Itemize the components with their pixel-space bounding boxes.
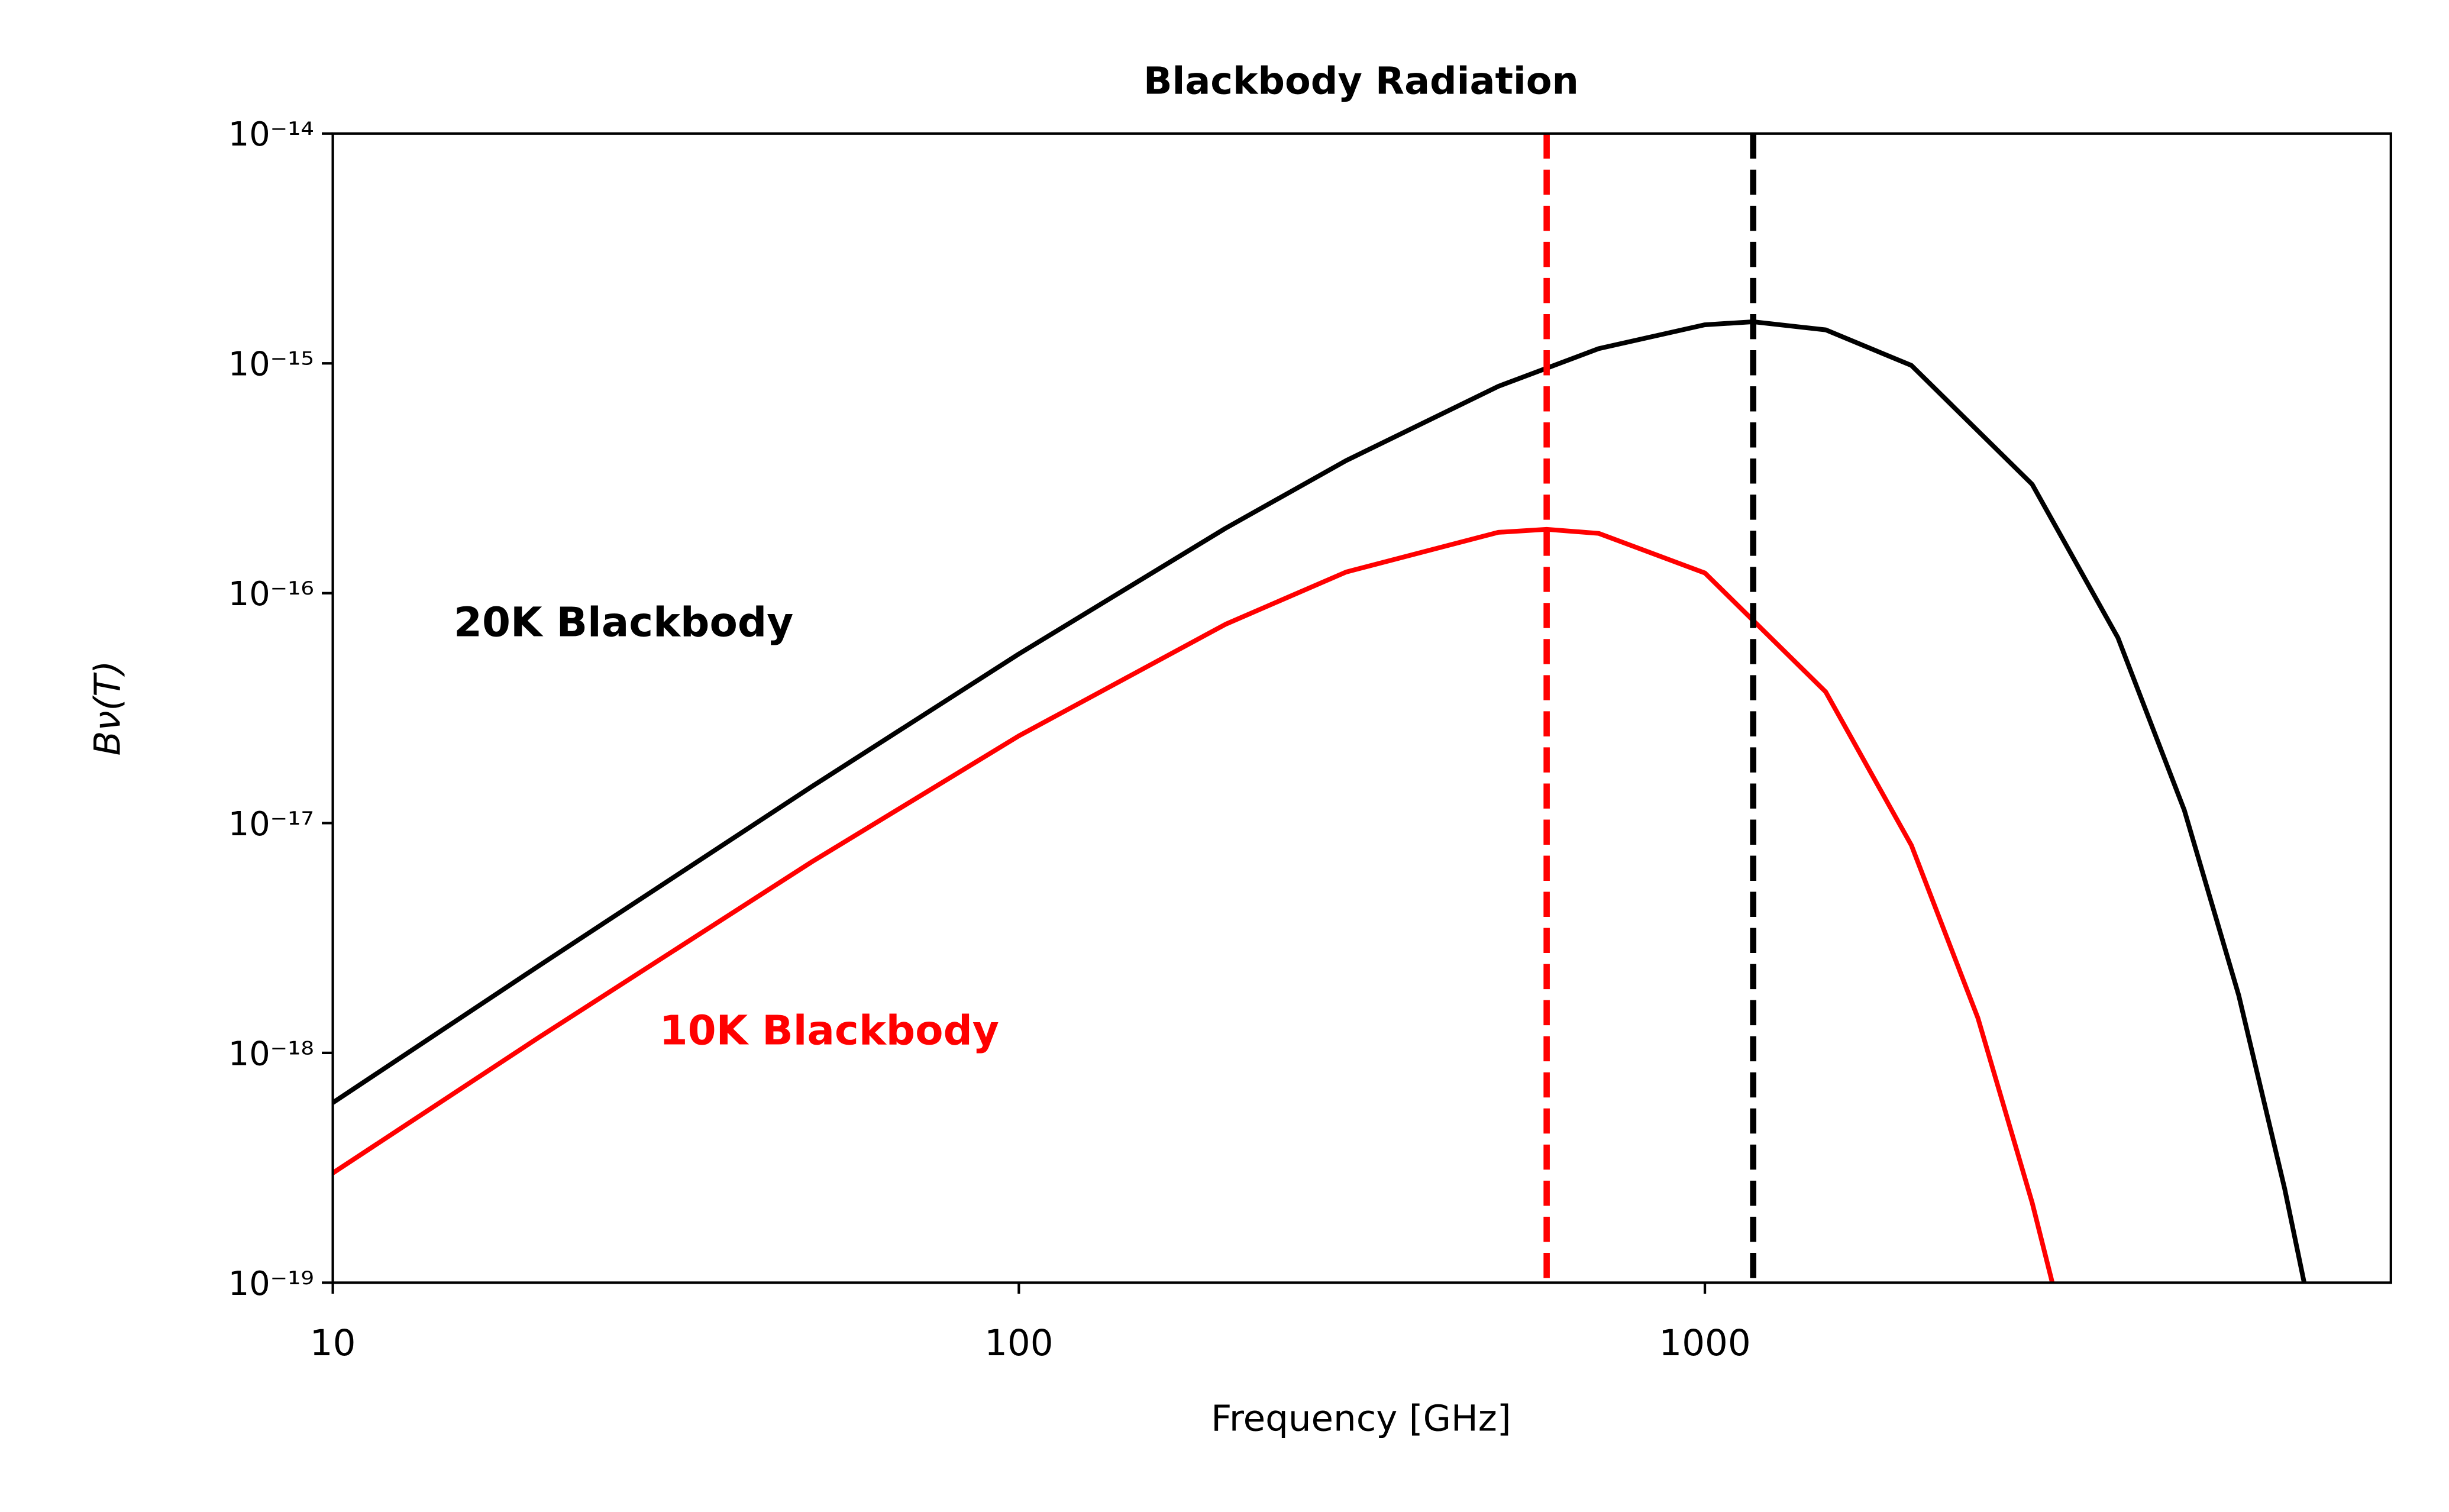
- axes-frame: [331, 132, 2392, 1284]
- series-line: [332, 526, 2055, 1283]
- x-tick-label: 10: [310, 1322, 356, 1364]
- y-tick-label: 10⁻¹⁵: [228, 345, 314, 384]
- y-axis-label: Bν(T): [86, 661, 128, 756]
- y-tick-label: 10⁻¹⁴: [228, 115, 314, 154]
- x-tick-label: 100: [984, 1322, 1053, 1364]
- chart-title: Blackbody Radiation: [1143, 59, 1579, 103]
- y-tick-label: 10⁻¹⁹: [228, 1265, 314, 1303]
- series-line: [332, 319, 2307, 1283]
- x-axis-label: Frequency [GHz]: [1211, 1397, 1511, 1439]
- y-tick-label: 10⁻¹⁷: [228, 805, 314, 844]
- x-tick-label: 1000: [1659, 1322, 1750, 1364]
- plot-area: [332, 133, 2307, 1283]
- y-tick-label: 10⁻¹⁸: [228, 1035, 314, 1073]
- series-label: 10K Blackbody: [660, 1007, 999, 1054]
- y-tick-label: 10⁻¹⁶: [228, 575, 314, 613]
- series-label: 20K Blackbody: [454, 599, 793, 646]
